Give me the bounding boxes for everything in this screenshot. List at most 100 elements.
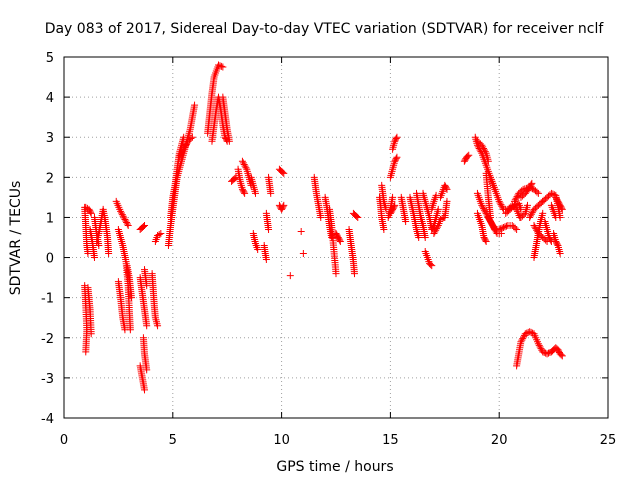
data-point xyxy=(123,220,131,228)
data-point xyxy=(558,352,566,360)
y-tick-label: -2 xyxy=(41,332,54,347)
data-point xyxy=(280,169,288,177)
data-point xyxy=(480,205,488,213)
data-point xyxy=(143,366,151,374)
data-point xyxy=(336,236,344,244)
data-point xyxy=(534,189,542,197)
data-point xyxy=(487,218,495,226)
data-point xyxy=(430,229,438,237)
data-point xyxy=(500,223,508,231)
data-point xyxy=(225,137,233,145)
data-point xyxy=(533,226,541,234)
data-point xyxy=(481,236,489,244)
data-point xyxy=(251,189,259,197)
data-point xyxy=(265,225,273,233)
data-point xyxy=(95,242,103,250)
data-point xyxy=(520,333,528,341)
y-tick-label: 1 xyxy=(46,211,54,226)
data-point xyxy=(432,226,440,234)
data-point xyxy=(527,212,535,220)
data-point xyxy=(299,250,307,258)
plot-frame xyxy=(63,56,609,419)
data-point xyxy=(143,322,151,330)
data-point xyxy=(119,212,127,220)
data-point xyxy=(82,348,90,356)
data-point xyxy=(496,199,504,207)
y-axis-label: SDTVAR / TECUs xyxy=(8,181,24,296)
data-point xyxy=(443,185,451,193)
data-point xyxy=(421,234,429,241)
data-point xyxy=(393,133,401,141)
data-point xyxy=(513,225,521,233)
data-point xyxy=(336,238,344,246)
data-point xyxy=(434,205,442,213)
data-point xyxy=(464,152,472,160)
data-point xyxy=(415,234,423,241)
data-point xyxy=(262,256,270,264)
data-point xyxy=(537,345,545,353)
y-tick-label: -3 xyxy=(41,372,54,387)
data-point xyxy=(501,223,509,231)
data-point xyxy=(486,217,494,225)
data-point xyxy=(513,193,521,201)
data-point xyxy=(120,214,128,222)
data-point xyxy=(558,204,566,212)
data-point xyxy=(178,148,186,156)
data-point xyxy=(528,209,536,217)
data-point xyxy=(105,250,113,258)
data-point xyxy=(478,201,486,209)
x-tick-label: 0 xyxy=(60,433,68,448)
data-point xyxy=(523,201,531,209)
data-point xyxy=(443,197,451,205)
data-point xyxy=(528,179,536,187)
data-point xyxy=(254,246,262,254)
data-points xyxy=(81,61,566,394)
x-tick-label: 5 xyxy=(169,433,177,448)
data-point xyxy=(176,152,184,160)
data-point xyxy=(126,326,134,334)
data-point xyxy=(188,133,196,141)
data-point xyxy=(511,224,519,232)
axis-ticks: 0 5 10 15 20 25 -4 -3 -2 -1 0 1 2 3 4 5 xyxy=(41,51,616,448)
data-point xyxy=(122,217,130,225)
data-point xyxy=(139,222,147,230)
data-point xyxy=(389,193,397,201)
data-point xyxy=(485,215,493,223)
data-point xyxy=(534,340,542,348)
data-point xyxy=(123,218,131,226)
data-point xyxy=(154,322,162,330)
data-point xyxy=(547,236,555,244)
data-point xyxy=(539,209,547,217)
data-point xyxy=(533,188,541,196)
data-point xyxy=(267,189,275,197)
data-point xyxy=(482,238,490,246)
data-point xyxy=(519,335,527,343)
data-point xyxy=(217,62,225,70)
data-point xyxy=(431,228,439,236)
data-point xyxy=(354,213,362,221)
data-point xyxy=(124,221,132,229)
y-tick-label: -4 xyxy=(41,412,54,427)
data-point xyxy=(539,348,547,356)
data-point xyxy=(553,240,561,248)
y-tick-label: -1 xyxy=(41,292,54,307)
data-point xyxy=(390,203,398,211)
data-point xyxy=(484,157,492,165)
data-point xyxy=(552,213,560,221)
data-point xyxy=(231,174,239,182)
data-point xyxy=(479,143,487,151)
data-point xyxy=(525,185,533,193)
data-point xyxy=(117,207,125,215)
data-point xyxy=(117,209,125,217)
data-point xyxy=(353,212,361,220)
data-point xyxy=(328,234,336,241)
y-tick-label: 2 xyxy=(46,171,54,186)
data-point xyxy=(86,208,94,216)
data-point xyxy=(488,220,496,228)
data-point xyxy=(239,159,247,167)
data-point xyxy=(141,221,149,229)
x-tick-label: 25 xyxy=(600,433,617,448)
data-point xyxy=(480,206,488,214)
y-tick-label: 0 xyxy=(46,252,54,267)
data-point xyxy=(527,328,535,336)
